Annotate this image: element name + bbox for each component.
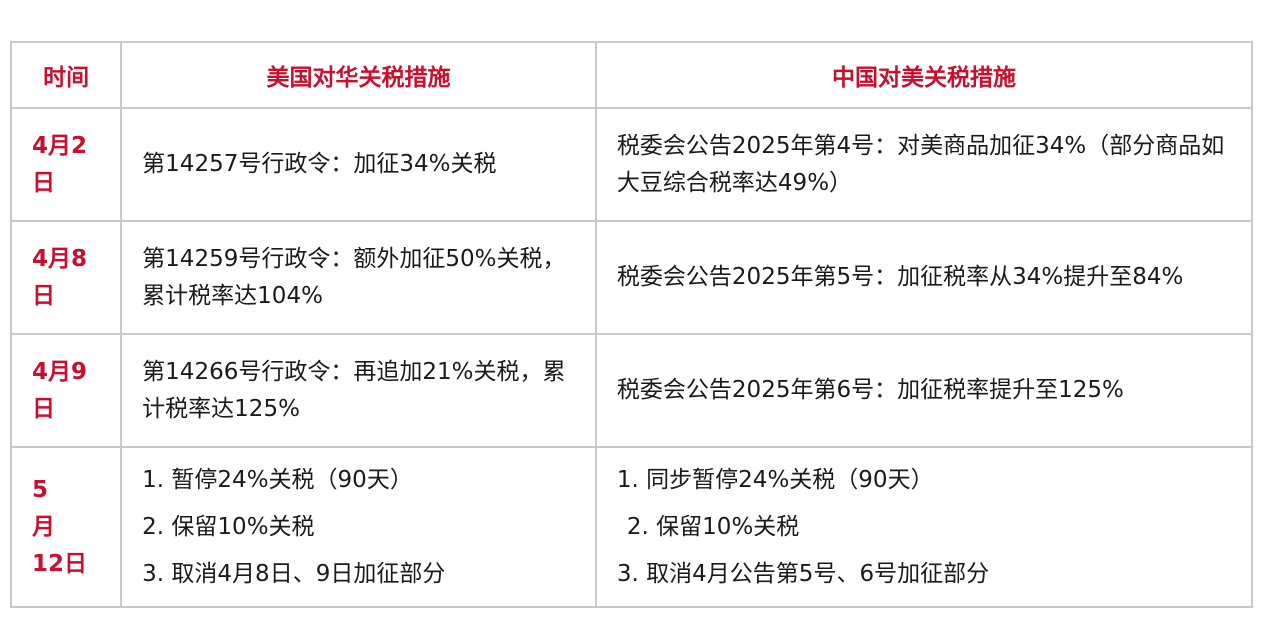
us-measure-cell: 第14266号行政令：再追加21%关税，累计税率达125% xyxy=(120,333,597,448)
date-cell: 5月 12日 xyxy=(9,446,123,608)
cn-measure-cell: 税委会公告2025年第5号：加征税率从34%提升至84% xyxy=(594,220,1254,335)
table-row: 5月 12日 1. 暂停24%关税（90天） 2. 保留10%关税 3. 取消4… xyxy=(9,446,1254,608)
list-item: 1. 同步暂停24%关税（90天） xyxy=(616,466,934,493)
date-line: 4月8 xyxy=(32,245,88,272)
list-item: 3. 取消4月公告第5号、6号加征部分 xyxy=(616,560,990,587)
cn-measure-cell: 1. 同步暂停24%关税（90天） 2. 保留10%关税 3. 取消4月公告第5… xyxy=(594,446,1254,608)
header-us-measures: 美国对华关税措施 xyxy=(120,41,597,109)
date-cell: 4月2 日 xyxy=(9,107,123,222)
header-cn-measures: 中国对美关税措施 xyxy=(594,41,1254,109)
date-cell: 4月9 日 xyxy=(9,333,123,448)
us-measure-cell: 1. 暂停24%关税（90天） 2. 保留10%关税 3. 取消4月8日、9日加… xyxy=(120,446,597,608)
date-line: 日 xyxy=(32,282,55,309)
list-item: 2. 保留10%关税 xyxy=(626,513,800,540)
date-line: 5月 xyxy=(32,476,81,540)
us-measure-cell: 第14257号行政令：加征34%关税 xyxy=(120,107,597,222)
date-line: 日 xyxy=(32,169,55,196)
cn-measure-cell: 税委会公告2025年第4号：对美商品加征34%（部分商品如大豆综合税率达49%） xyxy=(594,107,1254,222)
list-item: 3. 取消4月8日、9日加征部分 xyxy=(142,560,446,587)
table-header-row: 时间 美国对华关税措施 中国对美关税措施 xyxy=(9,41,1254,109)
list-item: 2. 保留10%关税 xyxy=(142,513,315,540)
table-row: 4月2 日 第14257号行政令：加征34%关税 税委会公告2025年第4号：对… xyxy=(9,107,1254,222)
table-row: 4月9 日 第14266号行政令：再追加21%关税，累计税率达125% 税委会公… xyxy=(9,333,1254,448)
header-date: 时间 xyxy=(9,41,123,109)
cn-measure-cell: 税委会公告2025年第6号：加征税率提升至125% xyxy=(594,333,1254,448)
tariff-comparison-table: 时间 美国对华关税措施 中国对美关税措施 4月2 日 第14257号行政令：加征… xyxy=(9,41,1254,608)
date-line: 12日 xyxy=(32,550,88,577)
date-line: 4月9 xyxy=(32,358,88,385)
table-row: 4月8 日 第14259号行政令：额外加征50%关税，累计税率达104% 税委会… xyxy=(9,220,1254,335)
date-line: 日 xyxy=(32,395,55,422)
date-cell: 4月8 日 xyxy=(9,220,123,335)
list-item: 1. 暂停24%关税（90天） xyxy=(142,466,413,493)
date-line: 4月2 xyxy=(32,132,88,159)
us-measure-cell: 第14259号行政令：额外加征50%关税，累计税率达104% xyxy=(120,220,597,335)
